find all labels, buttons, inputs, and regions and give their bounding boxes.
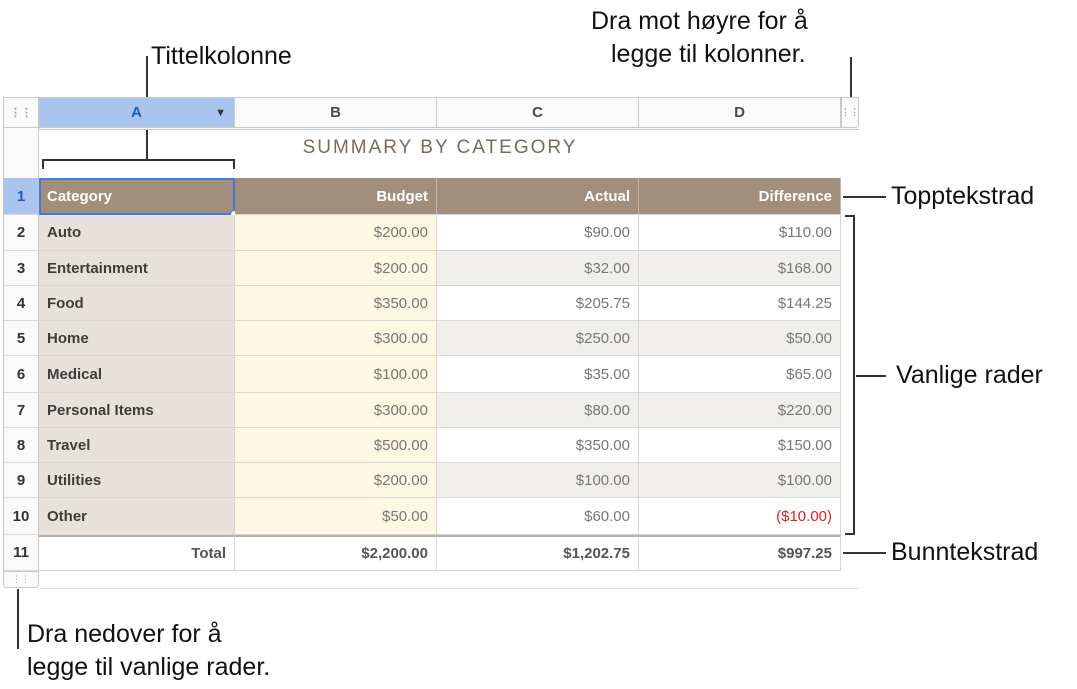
budget-cell[interactable]: $300.00	[235, 321, 437, 356]
callout-title-column: Tittelkolonne	[151, 42, 292, 70]
category-cell[interactable]: Entertainment	[39, 251, 235, 286]
column-label-d: D	[734, 104, 745, 121]
actual-cell[interactable]: $80.00	[437, 393, 639, 428]
difference-cell[interactable]: $50.00	[639, 321, 841, 356]
difference-cell-negative[interactable]: ($10.00)	[639, 498, 841, 535]
category-cell[interactable]: Utilities	[39, 463, 235, 498]
row-header-2[interactable]: 2	[3, 215, 39, 251]
category-cell[interactable]: Medical	[39, 356, 235, 393]
actual-cell[interactable]: $35.00	[437, 356, 639, 393]
actual-cell[interactable]: $32.00	[437, 251, 639, 286]
grip-icon: ⋮⋮	[841, 107, 859, 117]
budget-cell[interactable]: $500.00	[235, 428, 437, 463]
budget-cell[interactable]: $200.00	[235, 215, 437, 251]
column-label-c: C	[532, 104, 543, 121]
callout-add-rows-line1: Dra nedover for å	[27, 620, 222, 648]
column-header-d[interactable]: D	[639, 97, 841, 128]
footer-cell-budget[interactable]: $2,200.00	[235, 535, 437, 571]
title-column-bracket	[42, 159, 235, 161]
actual-cell[interactable]: $60.00	[437, 498, 639, 535]
grip-icon: ⋮⋮	[12, 574, 30, 584]
grip-icon: ⋮⋮	[10, 107, 32, 119]
difference-cell[interactable]: $220.00	[639, 393, 841, 428]
callout-line-footer-row	[843, 552, 886, 554]
row-header-6[interactable]: 6	[3, 356, 39, 393]
footer-cell-label[interactable]: Total	[39, 535, 235, 571]
row-header-9[interactable]: 9	[3, 463, 39, 498]
budget-cell[interactable]: $300.00	[235, 393, 437, 428]
row-header-11[interactable]: 11	[3, 535, 39, 571]
title-column-bracket-left	[42, 159, 44, 169]
category-cell[interactable]: Personal Items	[39, 393, 235, 428]
title-column-bracket-right	[233, 159, 235, 169]
column-header-b[interactable]: B	[235, 97, 437, 128]
actual-cell[interactable]: $250.00	[437, 321, 639, 356]
budget-cell[interactable]: $200.00	[235, 251, 437, 286]
row-header-8[interactable]: 8	[3, 428, 39, 463]
row-header-5[interactable]: 5	[3, 321, 39, 356]
category-cell[interactable]: Auto	[39, 215, 235, 251]
column-label-a: A	[131, 104, 142, 121]
difference-cell[interactable]: $168.00	[639, 251, 841, 286]
category-cell[interactable]: Other	[39, 498, 235, 535]
callout-add-columns-line1: Dra mot høyre for å	[591, 7, 808, 35]
table-title: SUMMARY BY CATEGORY	[302, 137, 578, 158]
body-rows-bracket-top	[845, 215, 855, 217]
header-cell-budget[interactable]: Budget	[235, 178, 437, 215]
add-column-handle[interactable]: ⋮⋮	[841, 97, 859, 128]
row-header-4[interactable]: 4	[3, 286, 39, 321]
callout-line-body-rows	[856, 375, 886, 377]
row-header-7[interactable]: 7	[3, 393, 39, 428]
body-rows-bracket	[853, 215, 855, 535]
callout-line-add-columns	[850, 57, 852, 97]
header-cell-difference[interactable]: Difference	[639, 178, 841, 215]
difference-cell[interactable]: $110.00	[639, 215, 841, 251]
chevron-down-icon[interactable]: ▼	[215, 106, 226, 119]
callout-add-rows-line2: legge til vanlige rader.	[27, 653, 271, 681]
footer-cell-difference[interactable]: $997.25	[639, 535, 841, 571]
column-header-c[interactable]: C	[437, 97, 639, 128]
budget-cell[interactable]: $200.00	[235, 463, 437, 498]
column-header-a[interactable]: A ▼	[39, 97, 235, 128]
budget-cell[interactable]: $50.00	[235, 498, 437, 535]
body-rows-bracket-bottom	[845, 533, 855, 535]
actual-cell[interactable]: $350.00	[437, 428, 639, 463]
callout-line-add-rows	[17, 589, 19, 649]
difference-cell[interactable]: $100.00	[639, 463, 841, 498]
add-row-handle[interactable]: ⋮⋮	[3, 571, 39, 588]
header-cell-category[interactable]: Category	[39, 178, 235, 215]
callout-body-rows: Vanlige rader	[896, 361, 1043, 389]
difference-cell[interactable]: $65.00	[639, 356, 841, 393]
callout-footer-row: Bunntekstrad	[891, 538, 1039, 566]
callout-line-header-row	[843, 196, 886, 198]
row-header-3[interactable]: 3	[3, 251, 39, 286]
callout-header-row: Topptekstrad	[891, 182, 1035, 210]
row-header-10[interactable]: 10	[3, 498, 39, 535]
actual-cell[interactable]: $90.00	[437, 215, 639, 251]
category-cell[interactable]: Food	[39, 286, 235, 321]
row-header-1[interactable]: 1	[3, 178, 39, 215]
category-cell[interactable]: Travel	[39, 428, 235, 463]
table-bottom-divider	[39, 588, 859, 589]
select-all-button[interactable]: ⋮⋮	[3, 97, 39, 128]
callout-add-columns-line2: legge til kolonner.	[611, 40, 806, 68]
budget-cell[interactable]: $100.00	[235, 356, 437, 393]
actual-cell[interactable]: $205.75	[437, 286, 639, 321]
column-label-b: B	[330, 104, 341, 121]
budget-cell[interactable]: $350.00	[235, 286, 437, 321]
footer-cell-actual[interactable]: $1,202.75	[437, 535, 639, 571]
difference-cell[interactable]: $150.00	[639, 428, 841, 463]
header-cell-actual[interactable]: Actual	[437, 178, 639, 215]
category-cell[interactable]: Home	[39, 321, 235, 356]
difference-cell[interactable]: $144.25	[639, 286, 841, 321]
actual-cell[interactable]: $100.00	[437, 463, 639, 498]
